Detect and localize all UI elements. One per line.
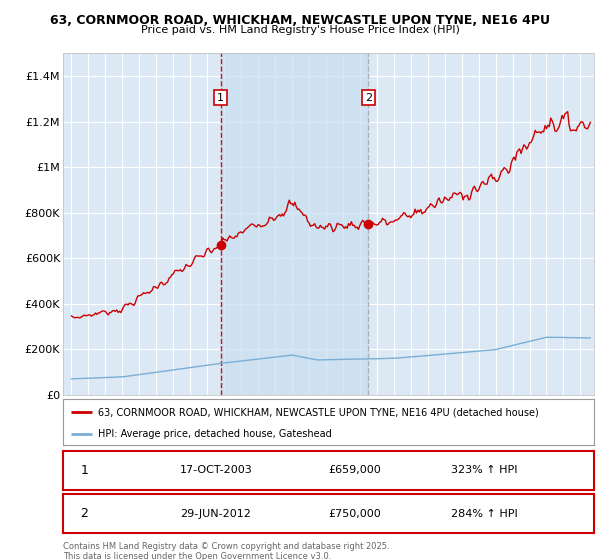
Text: £659,000: £659,000 <box>329 465 381 475</box>
Text: 323% ↑ HPI: 323% ↑ HPI <box>451 465 517 475</box>
Text: Price paid vs. HM Land Registry's House Price Index (HPI): Price paid vs. HM Land Registry's House … <box>140 25 460 35</box>
Text: 1: 1 <box>80 464 88 477</box>
Text: 63, CORNMOOR ROAD, WHICKHAM, NEWCASTLE UPON TYNE, NE16 4PU: 63, CORNMOOR ROAD, WHICKHAM, NEWCASTLE U… <box>50 14 550 27</box>
Text: 29-JUN-2012: 29-JUN-2012 <box>180 508 251 519</box>
Bar <box>221 53 368 395</box>
Text: Contains HM Land Registry data © Crown copyright and database right 2025.
This d: Contains HM Land Registry data © Crown c… <box>63 542 389 560</box>
Text: 2: 2 <box>365 92 372 102</box>
Text: 2: 2 <box>80 507 88 520</box>
Text: £750,000: £750,000 <box>329 508 381 519</box>
Text: 284% ↑ HPI: 284% ↑ HPI <box>451 508 517 519</box>
Text: 63, CORNMOOR ROAD, WHICKHAM, NEWCASTLE UPON TYNE, NE16 4PU (detached house): 63, CORNMOOR ROAD, WHICKHAM, NEWCASTLE U… <box>98 407 538 417</box>
Text: HPI: Average price, detached house, Gateshead: HPI: Average price, detached house, Gate… <box>98 429 331 438</box>
Text: 17-OCT-2003: 17-OCT-2003 <box>180 465 253 475</box>
Text: 1: 1 <box>217 92 224 102</box>
